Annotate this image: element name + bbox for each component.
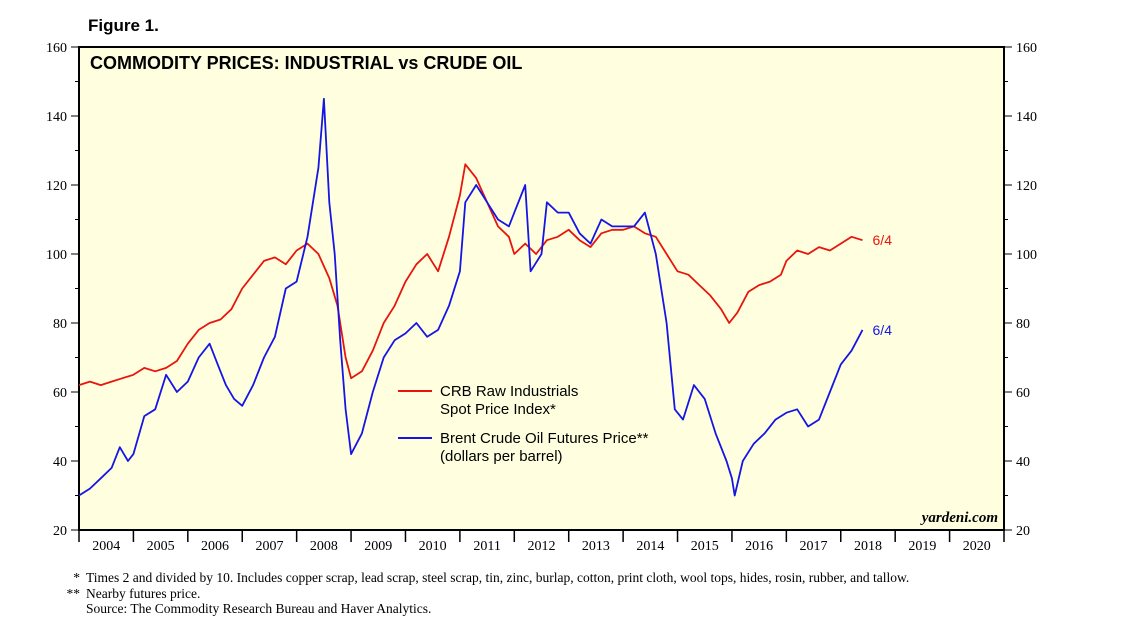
footnote-row: Source: The Commodity Research Bureau an…	[54, 601, 909, 617]
legend: CRB Raw Industrials Spot Price Index* Br…	[398, 383, 649, 465]
footnote-text: Nearby futures price.	[86, 585, 201, 601]
y-tick-label-right: 40	[1016, 455, 1030, 470]
x-tick-label: 2009	[364, 539, 392, 554]
y-tick-label-left: 120	[46, 179, 67, 194]
x-tick-label: 2008	[310, 539, 338, 554]
x-tick-label: 2017	[800, 539, 828, 554]
footnote-text: Source: The Commodity Research Bureau an…	[86, 601, 432, 616]
legend-label-brent-line1: Brent Crude Oil Futures Price**	[440, 430, 649, 447]
footnote-mark	[54, 601, 86, 617]
y-tick-label-right: 120	[1016, 179, 1037, 194]
footnotes: * Times 2 and divided by 10. Includes cop…	[54, 570, 910, 617]
x-tick-label: 2018	[854, 539, 882, 554]
footnote-row: * Times 2 and divided by 10. Includes cop…	[54, 570, 909, 586]
x-tick-label: 2013	[582, 539, 610, 554]
y-tick-label-left: 40	[53, 455, 67, 470]
x-tick-label: 2020	[963, 539, 991, 554]
x-tick-label: 2007	[255, 539, 283, 554]
series-line-crb	[78, 163, 863, 387]
x-tick-label: 2011	[473, 539, 500, 554]
series-line-brent	[78, 97, 864, 497]
y-tick-label-right: 140	[1016, 110, 1037, 125]
x-tick-label: 2012	[528, 539, 556, 554]
x-tick-label: 2015	[691, 539, 719, 554]
end-label-crb: 6/4	[873, 232, 893, 248]
y-tick-label-left: 20	[53, 524, 67, 539]
x-tick-label: 2019	[908, 539, 936, 554]
y-tick-label-right: 160	[1016, 41, 1037, 56]
legend-label-crb-line2: Spot Price Index*	[440, 401, 556, 418]
y-tick-label-right: 60	[1016, 386, 1030, 401]
x-tick-label: 2016	[745, 539, 773, 554]
footnote-mark: **	[66, 585, 81, 601]
y-tick-label-right: 100	[1016, 248, 1037, 263]
footnote-text: Times 2 and divided by 10. Includes copp…	[86, 570, 910, 585]
figure-label: Figure 1.	[88, 16, 159, 35]
x-tick-label: 2005	[147, 539, 175, 554]
legend-label-crb-line1: CRB Raw Industrials	[440, 383, 578, 400]
chart-title: COMMODITY PRICES: INDUSTRIAL vs CRUDE OI…	[90, 53, 522, 73]
y-tick-label-left: 100	[46, 248, 67, 263]
footnote-row: ** Nearby futures price.	[54, 586, 909, 602]
footnote-mark: *	[73, 570, 80, 585]
x-tick-label: 2006	[201, 539, 229, 554]
y-tick-label-left: 160	[46, 41, 67, 56]
y-tick-label-left: 80	[53, 317, 67, 332]
y-tick-label-right: 80	[1016, 317, 1030, 332]
x-tick-label: 2004	[92, 539, 120, 554]
y-tick-label-left: 60	[53, 386, 67, 401]
y-tick-label-left: 140	[46, 110, 67, 125]
y-tick-label-right: 20	[1016, 524, 1030, 539]
x-tick-label: 2010	[419, 539, 447, 554]
end-label-brent: 6/4	[873, 322, 893, 338]
x-tick-label: 2014	[636, 539, 664, 554]
legend-label-brent-line2: (dollars per barrel)	[440, 448, 563, 465]
credit-label: yardeni.com	[920, 510, 998, 526]
